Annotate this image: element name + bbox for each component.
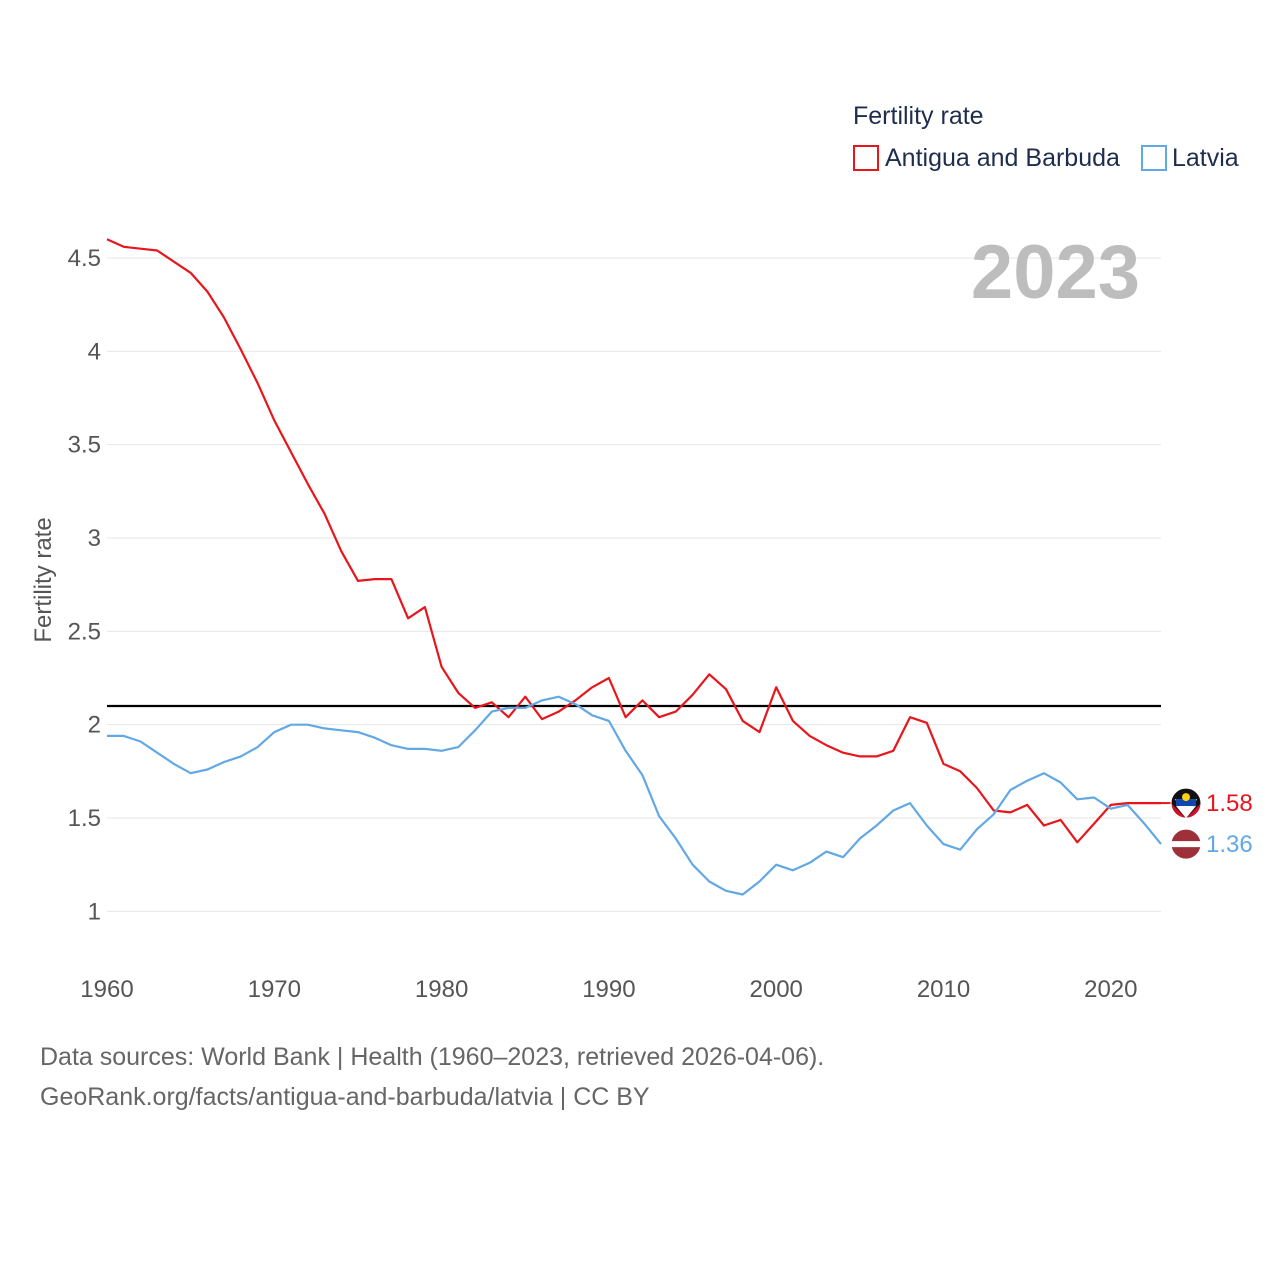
- y-tick-label: 4: [88, 338, 101, 365]
- legend-swatch-antigua[interactable]: [853, 145, 879, 171]
- y-tick-label: 1.5: [68, 805, 101, 832]
- antigua-flag-icon: [1170, 787, 1202, 819]
- legend-label-antigua[interactable]: Antigua and Barbuda: [885, 144, 1120, 172]
- x-tick-label: 1990: [582, 976, 635, 1003]
- legend-title: Fertility rate: [853, 102, 984, 130]
- antigua-end-value: 1.58: [1206, 790, 1253, 817]
- series-lines: [106, 238, 1162, 896]
- x-tick-label: 2020: [1084, 976, 1137, 1003]
- x-tick-label: 1970: [248, 976, 301, 1003]
- footer-source: Data sources: World Bank | Health (1960–…: [40, 1043, 825, 1071]
- latvia-end-value: 1.36: [1206, 831, 1253, 858]
- y-tick-label: 3.5: [68, 432, 101, 459]
- legend-swatch-latvia[interactable]: [1141, 145, 1167, 171]
- y-axis-ticks: 1 1.5 2 2.5 3 3.5 4 4.5: [68, 245, 101, 925]
- x-tick-label: 2000: [750, 976, 803, 1003]
- y-tick-label: 3: [88, 525, 101, 552]
- end-markers: 1.58 1.36: [1161, 787, 1253, 860]
- y-axis-label: Fertility rate: [30, 517, 57, 642]
- x-axis-ticks: 1960 1970 1980 1990 2000 2010 2020: [80, 976, 1137, 1003]
- fertility-chart: 1 1.5 2 2.5 3 3.5 4 4.5 1960 1970 1980 1990 2000 201…: [30, 102, 1253, 1003]
- x-tick-label: 1960: [80, 976, 133, 1003]
- year-label: 2023: [971, 230, 1140, 315]
- y-tick-label: 4.5: [68, 245, 101, 272]
- series-line-antigua[interactable]: [106, 238, 1161, 844]
- x-tick-label: 2010: [917, 976, 970, 1003]
- y-tick-label: 2.5: [68, 618, 101, 645]
- series-line-latvia[interactable]: [107, 695, 1162, 896]
- x-tick-label: 1980: [415, 976, 468, 1003]
- gridlines: [107, 257, 1161, 912]
- y-tick-label: 1: [88, 898, 101, 925]
- footer-url[interactable]: GeoRank.org/facts/antigua-and-barbuda/la…: [40, 1083, 650, 1111]
- legend-label-latvia[interactable]: Latvia: [1172, 144, 1239, 172]
- y-tick-label: 2: [88, 712, 101, 739]
- legend: Fertility rate Antigua and Barbuda Latvi…: [853, 102, 1239, 172]
- latvia-flag-icon: [1170, 828, 1202, 860]
